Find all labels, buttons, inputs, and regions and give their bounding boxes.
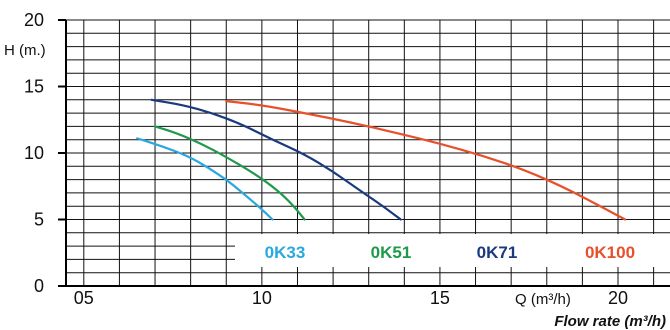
legend-label-0k51: 0K51 bbox=[371, 243, 412, 262]
y-tick-label: 10 bbox=[24, 143, 44, 163]
axes bbox=[58, 19, 670, 287]
y-axis-label: H (m.) bbox=[4, 42, 46, 59]
series-line-0k100 bbox=[225, 100, 627, 221]
legend: 0K33 0K51 0K71 0K100 bbox=[235, 234, 670, 267]
x-tick-label: 20 bbox=[608, 288, 628, 308]
y-tick-label: 15 bbox=[24, 77, 44, 97]
legend-label-0k33: 0K33 bbox=[265, 243, 306, 262]
y-tick-label: 20 bbox=[24, 10, 44, 30]
x-tick-label: 15 bbox=[430, 288, 450, 308]
legend-label-0k100: 0K100 bbox=[585, 243, 635, 262]
x-tick-label: 10 bbox=[252, 288, 272, 308]
legend-background bbox=[235, 234, 670, 267]
series-line-0k51 bbox=[153, 125, 306, 221]
x-tick-label: 05 bbox=[74, 288, 94, 308]
y-tick-label: 5 bbox=[34, 210, 44, 230]
legend-label-0k71: 0K71 bbox=[477, 243, 518, 262]
series-line-0k33 bbox=[136, 137, 274, 221]
y-tick-label: 0 bbox=[34, 276, 44, 296]
x-axis-title: Flow rate (m³/h) bbox=[554, 313, 666, 330]
x-axis-label: Q (m³/h) bbox=[515, 291, 571, 308]
series-line-0k71 bbox=[150, 98, 402, 221]
series-lines bbox=[136, 98, 627, 221]
